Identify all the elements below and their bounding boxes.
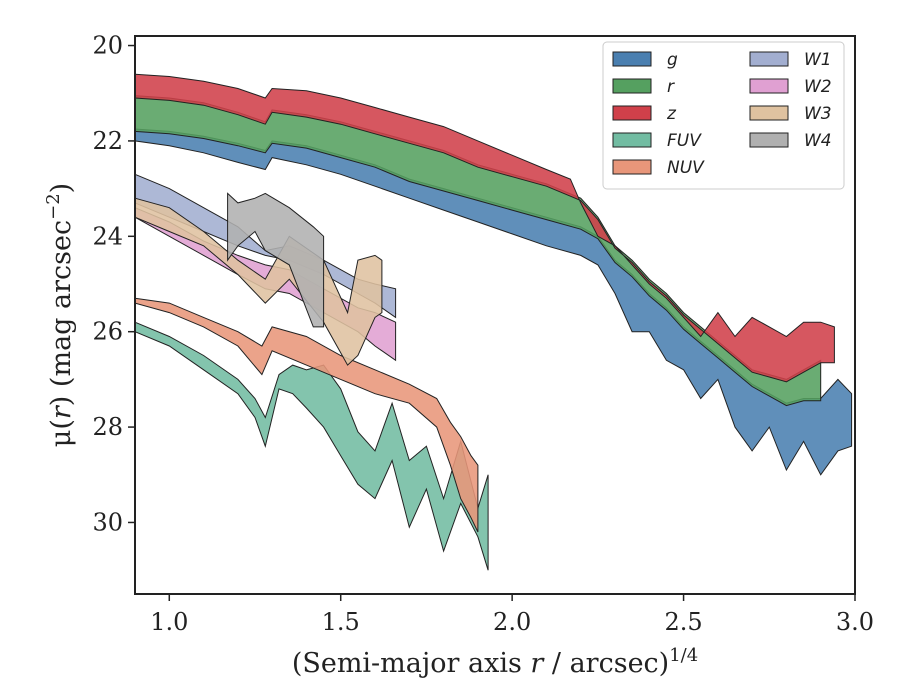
legend: grz FUV NUV W1 W2 W3 W4 [602, 41, 845, 190]
x-tick-label: 1.5 [322, 608, 360, 636]
legend-label-w2: W2 [804, 77, 832, 97]
band-z [134, 73, 835, 383]
band-w4 [227, 192, 325, 328]
y-tick-label: 28 [92, 413, 123, 441]
legend-label-w4: W4 [804, 131, 832, 151]
legend-swatch-w4 [749, 132, 789, 148]
y-tick-label: 30 [92, 508, 123, 536]
band-nuv [134, 297, 479, 533]
x-tick-label: 1.0 [150, 608, 188, 636]
legend-label-fuv: FUV [667, 131, 702, 151]
y-tick-label: 20 [92, 32, 123, 60]
x-tick-label: 2.5 [664, 608, 702, 636]
y-tick-label: 24 [92, 222, 123, 250]
legend-swatch-w1 [749, 51, 789, 67]
legend-label-z: z [666, 104, 677, 124]
legend-label-g: g [667, 50, 678, 70]
x-tick-label: 2.0 [493, 608, 531, 636]
legend-label-w3: W3 [804, 104, 832, 124]
legend-label-w1: W1 [804, 50, 832, 70]
legend-swatch-z [612, 105, 652, 121]
y-axis-label: μ(r) (mag arcsec−2) [43, 183, 77, 447]
x-axis-ticks: 1.0 1.5 2.0 2.5 3.0 [150, 594, 874, 636]
legend-swatch-r [612, 78, 652, 94]
legend-swatch-g [612, 51, 652, 67]
y-axis-ticks: 20 22 24 26 28 30 [92, 32, 135, 536]
y-tick-label: 26 [92, 318, 123, 346]
legend-swatch-nuv [612, 159, 652, 175]
plot-bands [134, 73, 853, 571]
legend-swatch-w3 [749, 105, 789, 121]
band-w3 [134, 197, 383, 366]
y-tick-label: 22 [92, 127, 123, 155]
legend-label-nuv: NUV [667, 158, 705, 178]
legend-label-r: r [667, 77, 675, 97]
x-tick-label: 3.0 [836, 608, 874, 636]
legend-swatch-w2 [749, 78, 789, 94]
band-fuv [134, 321, 489, 571]
plot-frame [134, 35, 856, 595]
legend-swatch-fuv [612, 132, 652, 148]
x-axis-label: (Semi-major axis r / arcsec)1/4 [292, 645, 698, 679]
